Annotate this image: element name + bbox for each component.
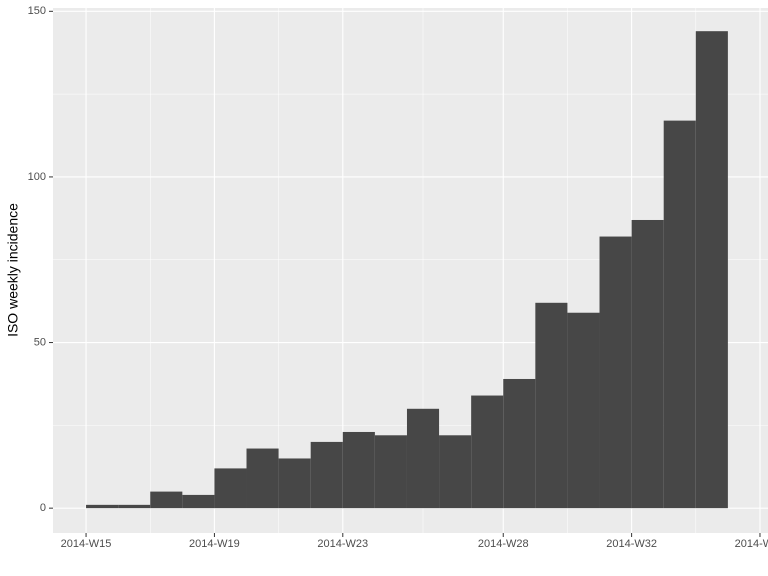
x-tick-label: 2014-W19	[189, 538, 240, 550]
bar	[342, 431, 375, 509]
bar	[374, 435, 407, 509]
x-tick-label: 2014-W28	[478, 538, 529, 550]
bar	[278, 458, 311, 509]
bar	[406, 408, 440, 509]
bar	[150, 491, 183, 509]
bar	[118, 504, 151, 509]
bar	[182, 494, 215, 509]
x-tick-label: 2014-W23	[317, 538, 368, 550]
bar	[631, 219, 664, 509]
y-tick-label: 50	[34, 336, 46, 348]
bar	[503, 378, 536, 509]
bar	[599, 236, 632, 509]
bar	[695, 31, 728, 509]
y-tick-label: 150	[28, 5, 46, 17]
y-tick-label: 0	[40, 502, 46, 514]
bar	[310, 441, 343, 509]
y-tick-label: 100	[28, 171, 46, 183]
bar	[471, 395, 504, 509]
bar	[439, 435, 472, 509]
x-tick-label: 2014-W32	[606, 538, 657, 550]
x-tick-label: 2014-W36	[735, 538, 768, 550]
bar	[246, 448, 279, 509]
bars	[86, 31, 728, 509]
bar	[663, 120, 696, 509]
bar	[567, 312, 600, 509]
bar	[535, 302, 568, 509]
y-axis-title: ISO weekly incidence	[5, 203, 21, 337]
bar	[214, 468, 247, 509]
bar	[86, 504, 119, 509]
x-tick-label: 2014-W15	[61, 538, 112, 550]
axes: 0 50 100 150 2014-W15 2014-W19 2014-W23 2014-W2…	[28, 5, 768, 550]
